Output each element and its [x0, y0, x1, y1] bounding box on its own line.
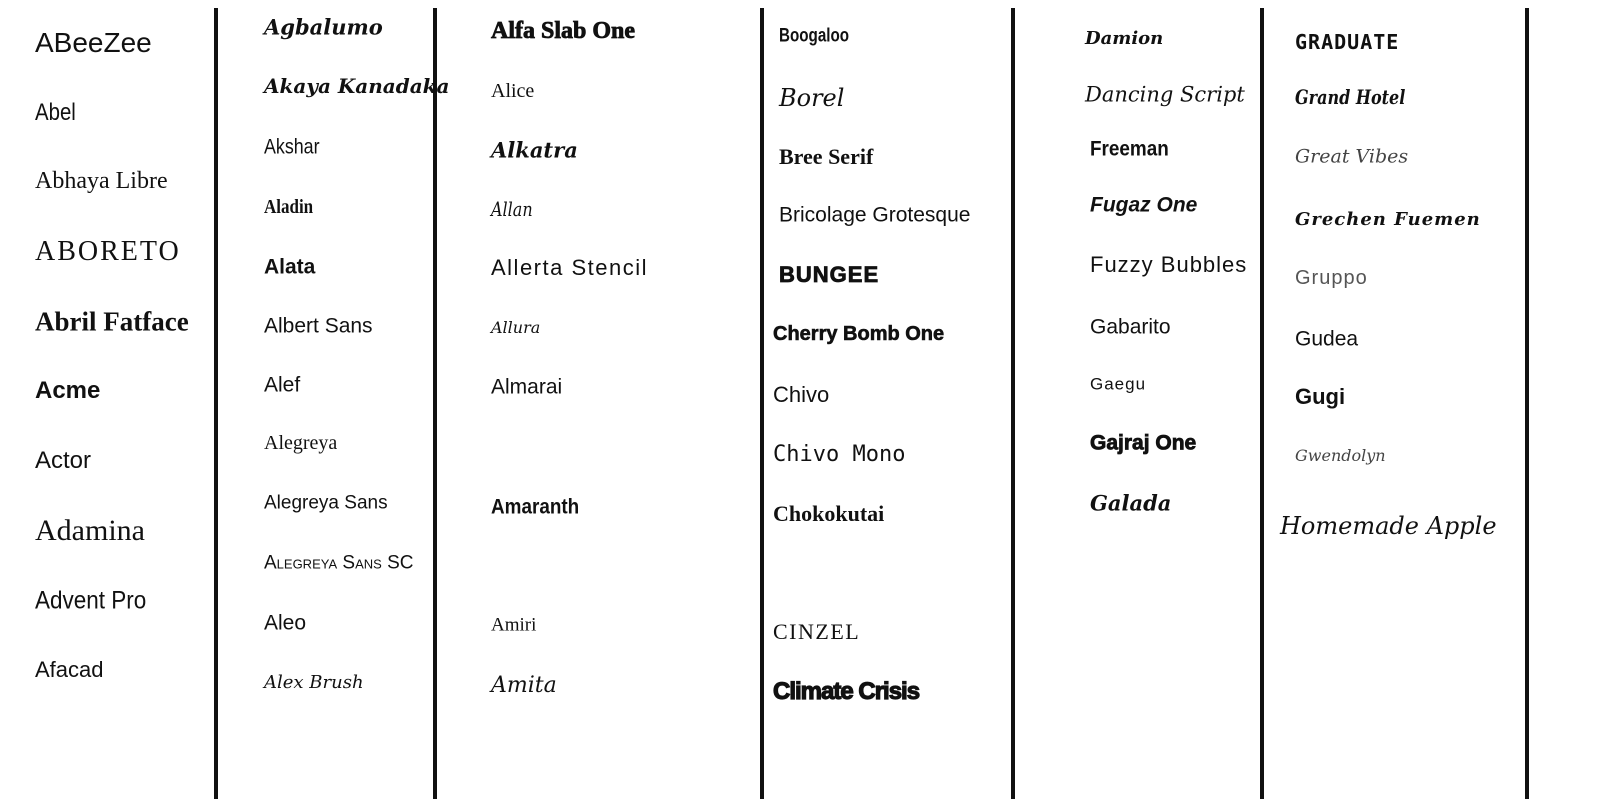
font-name-label: Alex Brush — [264, 672, 364, 693]
font-name-label: Gwendolyn — [1295, 446, 1386, 465]
font-name-label: Alegreya Sans SC — [264, 552, 414, 574]
font-name-label: Great Vibes — [1295, 145, 1409, 168]
font-name-label: Bricolage Grotesque — [779, 203, 971, 227]
font-name-label: ABORETO — [35, 236, 181, 267]
font-name-label: Boogaloo — [779, 25, 850, 47]
divider — [1260, 8, 1264, 799]
font-name-label: ABeeZee — [35, 27, 152, 58]
font-name-label: Akaya Kanadaka — [264, 74, 450, 98]
font-name-label: Amaranth — [491, 495, 580, 519]
font-name-label: Climate Crisis — [772, 678, 920, 705]
font-name-label: Amita — [491, 673, 557, 698]
font-name-label: Alfa Slab One — [491, 18, 636, 44]
font-name-label: Alkatra — [491, 137, 578, 163]
font-name-label: Dancing Script — [1085, 82, 1245, 107]
font-name-label: Almarai — [491, 375, 563, 399]
font-name-label: Allerta Stencil — [491, 255, 649, 280]
divider — [433, 8, 437, 799]
font-name-label: Akshar — [264, 135, 320, 159]
font-name-label: Chokokutai — [773, 501, 885, 526]
font-name-label: Gabarito — [1090, 315, 1171, 339]
font-name-label: Chivo Mono — [773, 442, 906, 467]
font-name-label: Bree Serif — [779, 144, 874, 169]
font-name-label: Gruppo — [1295, 267, 1368, 289]
font-name-label: Cherry Bomb One — [773, 323, 945, 345]
font-name-label: Agbalumo — [264, 14, 383, 40]
font-name-label: Adamina — [35, 514, 145, 547]
font-name-label: Actor — [35, 447, 92, 474]
divider — [214, 8, 218, 799]
divider — [760, 8, 764, 799]
font-name-label: Abel — [35, 99, 76, 126]
font-name-label: Abhaya Libre — [35, 168, 168, 194]
font-name-label: Homemade Apple — [1280, 512, 1497, 540]
font-name-label: Chivo — [773, 382, 830, 407]
font-name-label: Gugi — [1295, 384, 1346, 409]
font-name-label: Advent Pro — [35, 586, 147, 615]
font-name-label: Alata — [264, 255, 316, 279]
font-name-label: Alegreya Sans — [264, 492, 388, 514]
font-name-label: Damion — [1085, 28, 1164, 49]
font-name-label: Fugaz One — [1090, 193, 1198, 217]
font-name-label: Grechen Fuemen — [1295, 209, 1481, 230]
font-name-label: Albert Sans — [264, 314, 373, 338]
font-name-label: Allura — [491, 318, 541, 337]
font-name-label: Galada — [1090, 490, 1172, 516]
font-name-label: Acme — [35, 377, 101, 404]
font-name-label: Alice — [491, 80, 535, 102]
font-name-label: Aladin — [264, 196, 314, 218]
font-name-label: Gudea — [1295, 327, 1359, 351]
font-name-label: BUNGEE — [779, 262, 880, 287]
font-name-label: GRADUATE — [1295, 30, 1400, 54]
font-name-label: Gaegu — [1090, 374, 1147, 394]
font-name-label: Fuzzy Bubbles — [1090, 252, 1248, 277]
font-name-label: Abril Fatface — [35, 306, 189, 337]
font-name-label: CINZEL — [773, 619, 861, 644]
font-name-label: Alegreya — [264, 432, 338, 454]
font-name-label: Freeman — [1090, 137, 1169, 161]
font-name-label: Gajraj One — [1090, 431, 1197, 455]
divider — [1011, 8, 1015, 799]
divider — [1525, 8, 1529, 799]
font-name-label: Borel — [779, 84, 845, 112]
font-name-label: Aleo — [264, 611, 307, 635]
font-name-label: Afacad — [35, 657, 104, 682]
font-name-label: Amiri — [491, 614, 537, 636]
font-name-label: Allan — [491, 197, 533, 221]
font-name-label: Alef — [264, 373, 301, 397]
font-name-label: Grand Hotel — [1295, 85, 1406, 109]
